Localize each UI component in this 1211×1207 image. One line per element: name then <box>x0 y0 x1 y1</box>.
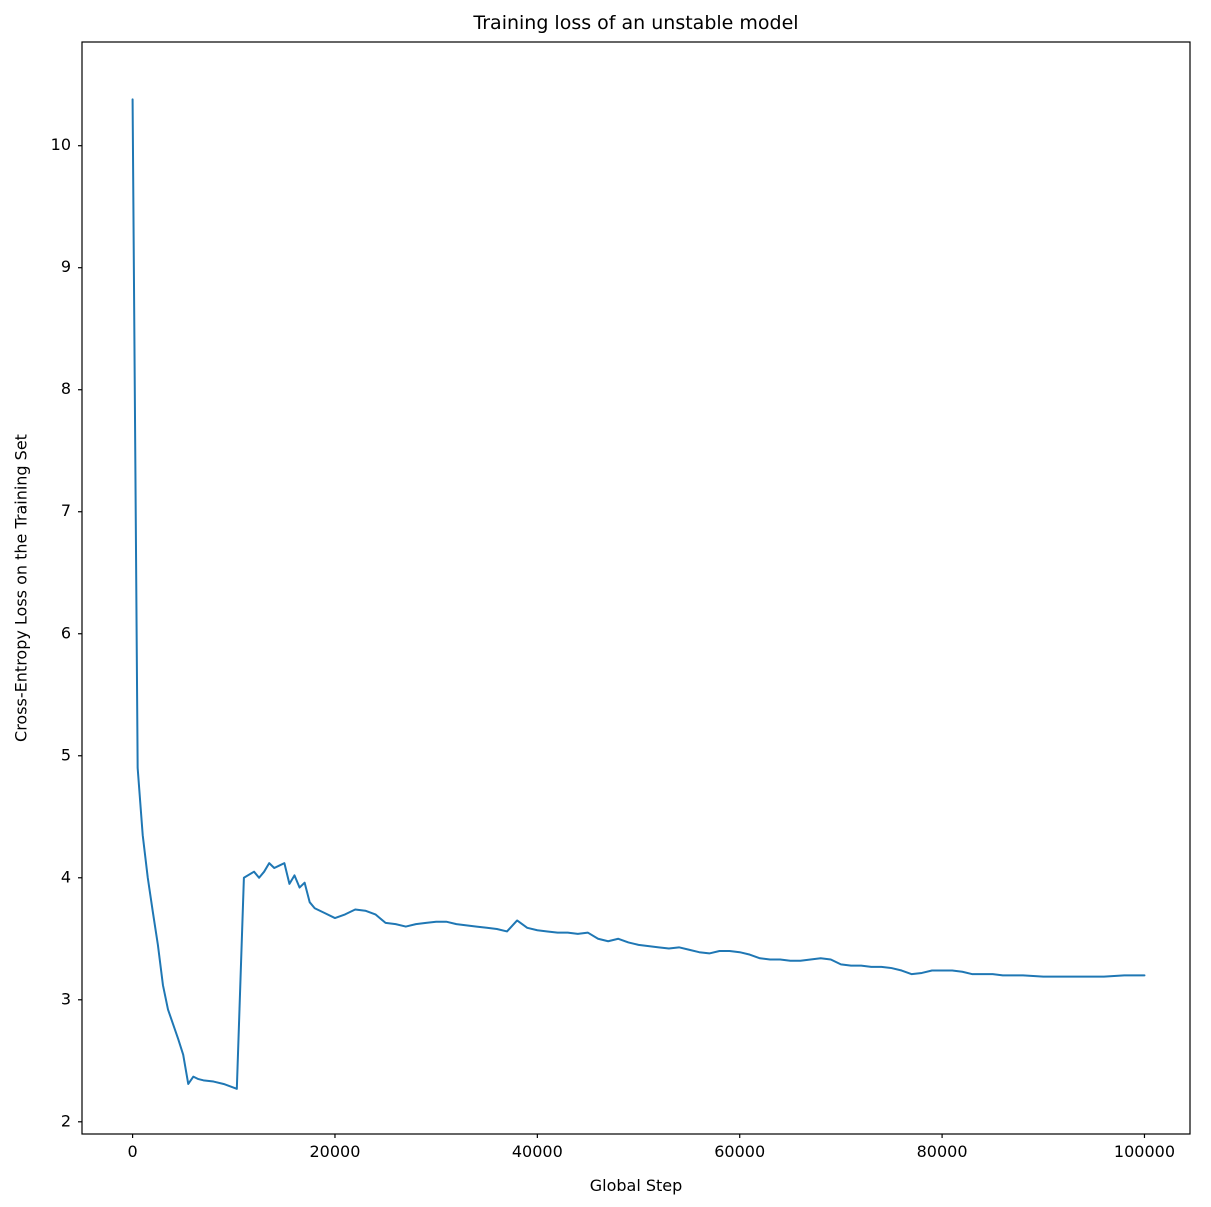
x-axis-label: Global Step <box>589 1176 683 1195</box>
plot-frame <box>81 41 1191 1135</box>
x-tick-label: 80000 <box>917 1142 968 1161</box>
y-tick-label: 9 <box>61 257 71 276</box>
y-tick-label: 7 <box>61 501 71 520</box>
y-tick-label: 3 <box>61 989 71 1008</box>
y-tick-label: 10 <box>51 135 71 154</box>
y-tick-label: 6 <box>61 623 71 642</box>
y-tick-label: 8 <box>61 379 71 398</box>
x-tick-label: 60000 <box>714 1142 765 1161</box>
chart-title: Training loss of an unstable model <box>473 12 799 34</box>
y-tick-label: 4 <box>61 867 71 886</box>
x-tick-label: 40000 <box>512 1142 563 1161</box>
y-tick-label: 2 <box>61 1111 71 1130</box>
loss-line <box>131 98 1146 1090</box>
x-tick-label: 100000 <box>1114 1142 1175 1161</box>
y-tick-label: 5 <box>61 745 71 764</box>
x-tick-label: 0 <box>127 1142 137 1161</box>
x-tick-label: 20000 <box>310 1142 361 1161</box>
